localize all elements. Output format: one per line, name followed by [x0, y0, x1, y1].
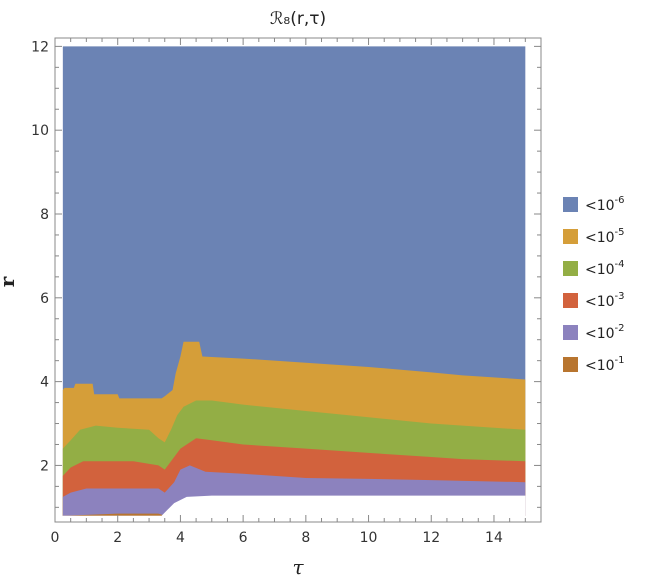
y-tick-label: 8	[40, 207, 49, 223]
legend-label: <10-2	[585, 323, 625, 342]
plot-area	[62, 46, 526, 522]
y-axis-title: r	[0, 276, 19, 287]
y-tick-label: 2	[40, 458, 49, 474]
x-tick-label: 0	[51, 530, 60, 546]
y-tick-label: 6	[40, 291, 49, 307]
x-tick-label: 8	[301, 530, 310, 546]
legend-swatch	[563, 197, 578, 212]
legend: <10-6 <10-5 <10-4 <10-3 <10-2 <10-1	[563, 195, 625, 374]
legend-swatch	[563, 261, 578, 276]
legend-swatch	[563, 325, 578, 340]
legend-swatch	[563, 229, 578, 244]
x-tick-label: 14	[485, 530, 503, 546]
y-tick-label: 10	[31, 123, 49, 139]
y-tick-label: 12	[31, 39, 49, 55]
legend-label: <10-1	[585, 355, 625, 374]
x-axis-title: τ	[292, 555, 304, 579]
x-tick-label: 10	[360, 530, 378, 546]
legend-label: <10-4	[585, 259, 625, 278]
x-tick-label: 2	[113, 530, 122, 546]
x-tick-label: 6	[239, 530, 248, 546]
legend-swatch	[563, 293, 578, 308]
legend-label: <10-6	[585, 195, 625, 214]
legend-swatch	[563, 357, 578, 372]
chart-title: ℛ₈(r,τ)	[270, 9, 326, 29]
x-tick-label: 4	[176, 530, 185, 546]
x-tick-label: 12	[422, 530, 440, 546]
y-tick-label: 4	[40, 375, 49, 391]
legend-label: <10-5	[585, 227, 625, 246]
undefined-region	[62, 495, 526, 522]
legend-label: <10-3	[585, 291, 625, 310]
plot-frame	[54, 37, 542, 523]
axes: 0 2 4 6 8 10 12 14 2 4 6 8 10 12	[31, 37, 542, 546]
region-6	[62, 513, 165, 516]
